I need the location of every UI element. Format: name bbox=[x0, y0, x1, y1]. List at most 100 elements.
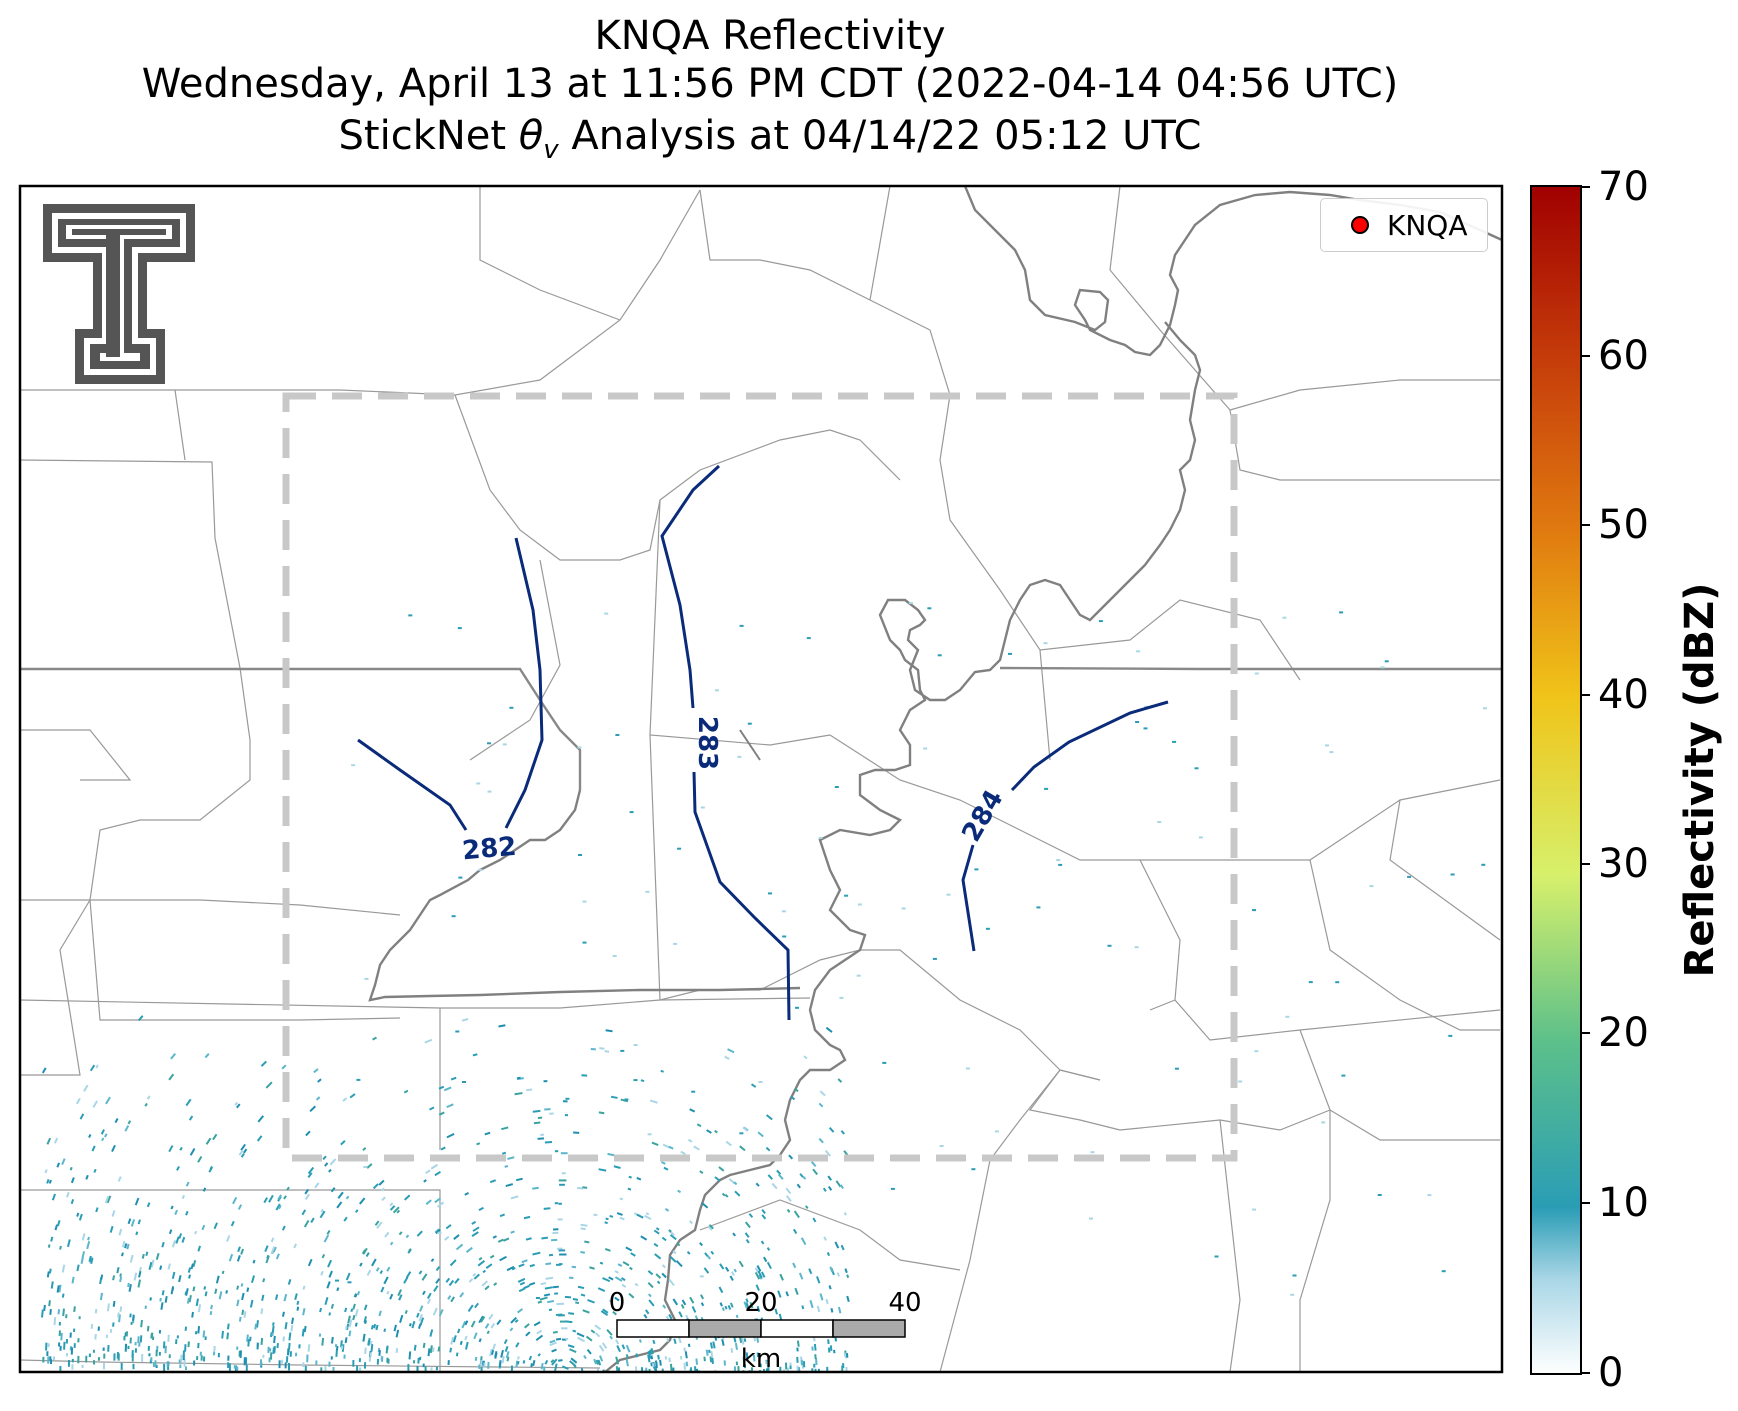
radar-echo bbox=[132, 1363, 135, 1370]
radar-echo bbox=[677, 1189, 682, 1194]
radar-echo bbox=[194, 1331, 198, 1335]
radar-echo bbox=[679, 1355, 683, 1360]
radar-echo bbox=[359, 1367, 362, 1371]
radar-echo bbox=[260, 1308, 264, 1315]
radar-echo bbox=[714, 1176, 721, 1182]
contour-label-284: 284 bbox=[957, 785, 1010, 847]
radar-echo bbox=[802, 1361, 806, 1368]
radar-echo bbox=[1043, 642, 1048, 645]
radar-echo bbox=[647, 1270, 654, 1276]
radar-echo bbox=[923, 747, 928, 750]
radar-echo bbox=[429, 1345, 433, 1354]
radar-echo bbox=[545, 1262, 552, 1266]
radar-echo bbox=[119, 1306, 123, 1312]
radar-echo bbox=[233, 1365, 236, 1369]
radar-echo bbox=[539, 1296, 548, 1301]
radar-echo bbox=[344, 1337, 348, 1344]
radar-echo bbox=[1482, 707, 1487, 710]
radar-echo bbox=[383, 1328, 387, 1332]
radar-echo bbox=[457, 1328, 461, 1334]
radar-echo bbox=[687, 1343, 691, 1348]
radar-echo bbox=[347, 1315, 351, 1324]
radar-echo bbox=[226, 1235, 231, 1242]
radar-echo bbox=[104, 1195, 110, 1204]
radar-echo bbox=[129, 1254, 134, 1263]
radar-echo bbox=[107, 1345, 110, 1352]
radar-echo bbox=[217, 1352, 220, 1358]
radar-echo bbox=[1339, 611, 1344, 614]
radar-echo bbox=[404, 1310, 408, 1315]
radar-echo bbox=[778, 1313, 783, 1320]
radar-echo bbox=[95, 1207, 99, 1213]
radar-echo bbox=[600, 1310, 609, 1317]
radar-echo bbox=[1058, 863, 1063, 866]
radar-echo bbox=[464, 1320, 469, 1326]
radar-echo bbox=[459, 1292, 465, 1298]
radar-echo bbox=[530, 1363, 533, 1368]
radar-echo bbox=[683, 1347, 686, 1352]
radar-echo bbox=[745, 1239, 750, 1244]
radar-echo bbox=[179, 1364, 182, 1369]
radar-echo bbox=[598, 1168, 607, 1172]
radar-echo bbox=[825, 1026, 833, 1033]
radar-echo bbox=[97, 1326, 100, 1331]
radar-echo bbox=[827, 1175, 832, 1181]
radar-echo bbox=[604, 612, 609, 615]
radar-echo bbox=[669, 1256, 677, 1263]
radar-echo bbox=[408, 614, 413, 617]
radar-echo bbox=[451, 915, 456, 918]
radar-echo bbox=[305, 1130, 311, 1137]
radar-echo bbox=[766, 1247, 771, 1251]
radar-echo bbox=[372, 1183, 379, 1190]
radar-echo bbox=[423, 1179, 427, 1183]
scale-bar bbox=[616, 1319, 906, 1338]
radar-echo bbox=[213, 1345, 216, 1352]
radar-echo bbox=[161, 1290, 165, 1296]
radar-echo bbox=[537, 1300, 543, 1304]
radar-echo bbox=[343, 1216, 348, 1222]
radar-echo bbox=[657, 1354, 660, 1360]
radar-echo bbox=[161, 1241, 165, 1248]
radar-echo bbox=[102, 1347, 105, 1351]
radar-echo bbox=[827, 1347, 831, 1353]
radar-echo bbox=[149, 1297, 152, 1301]
radar-echo bbox=[130, 1321, 133, 1326]
radar-echo bbox=[1107, 944, 1112, 947]
radar-echo bbox=[610, 1095, 618, 1099]
radar-echo bbox=[659, 1359, 662, 1366]
radar-echo bbox=[612, 1310, 617, 1316]
radar-echo bbox=[306, 1354, 309, 1363]
radar-echo bbox=[464, 1191, 470, 1196]
radar-echo bbox=[689, 1108, 696, 1113]
radar-echo bbox=[352, 1303, 356, 1310]
radar-echo bbox=[1089, 1217, 1093, 1220]
radar-echo bbox=[176, 1335, 179, 1339]
radar-echo bbox=[1135, 721, 1140, 723]
radar-echo bbox=[699, 1275, 704, 1278]
radar-echo bbox=[1380, 666, 1385, 669]
radar-echo bbox=[620, 1049, 625, 1052]
radar-echo bbox=[138, 1266, 142, 1272]
radar-echo bbox=[580, 1227, 586, 1231]
radar-echo bbox=[517, 1308, 524, 1314]
radar-echo bbox=[348, 1330, 352, 1337]
radar-echo bbox=[389, 1202, 394, 1207]
radar-echo bbox=[408, 1351, 412, 1360]
radar-echo bbox=[532, 1186, 539, 1190]
radar-echo bbox=[476, 782, 481, 785]
radar-echo bbox=[756, 1352, 760, 1357]
radar-echo bbox=[505, 1183, 514, 1188]
radar-echo bbox=[228, 1363, 231, 1372]
radar-echo bbox=[303, 1220, 310, 1228]
colorbar-tick-0: 0 bbox=[1598, 1350, 1624, 1396]
radar-echo bbox=[408, 1248, 412, 1252]
radar-echo bbox=[514, 1092, 523, 1096]
radar-echo bbox=[817, 1368, 821, 1372]
radar-echo bbox=[483, 1362, 486, 1367]
radar-echo bbox=[170, 1205, 174, 1210]
radar-echo bbox=[429, 1106, 435, 1111]
radar-echo bbox=[1448, 1034, 1453, 1037]
radar-echo bbox=[528, 1282, 536, 1286]
radar-echo bbox=[839, 1184, 844, 1190]
radar-echo bbox=[1384, 660, 1389, 663]
